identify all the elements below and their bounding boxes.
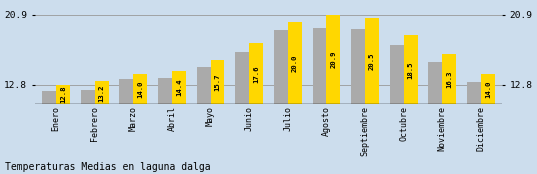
Bar [235,52,249,104]
Text: 20.9: 20.9 [330,51,336,68]
Bar [313,28,326,104]
Bar [442,54,456,104]
Bar [133,74,147,104]
Bar [351,29,365,104]
Bar [326,15,340,104]
Text: 14.0: 14.0 [137,81,143,98]
Text: 20.0: 20.0 [292,55,297,72]
Bar [390,45,404,104]
Bar [404,35,418,104]
Bar [81,90,95,104]
Bar [365,18,379,104]
Text: 16.3: 16.3 [446,71,452,88]
Text: 20.5: 20.5 [369,53,375,70]
Bar [481,74,495,104]
Bar [158,78,172,104]
Bar [56,85,70,104]
Bar [467,82,481,104]
Bar [429,62,442,104]
Text: 12.8: 12.8 [60,86,66,103]
Bar [288,22,302,104]
Text: 17.6: 17.6 [253,65,259,82]
Text: 15.7: 15.7 [215,73,221,91]
Text: 18.5: 18.5 [408,61,413,79]
Bar [119,79,133,104]
Bar [42,92,56,104]
Text: 13.2: 13.2 [99,84,105,101]
Text: Temperaturas Medias en laguna dalga: Temperaturas Medias en laguna dalga [5,162,211,172]
Text: 14.0: 14.0 [485,81,491,98]
Bar [211,60,224,104]
Bar [95,81,108,104]
Bar [172,71,186,104]
Text: 14.4: 14.4 [176,79,182,96]
Bar [197,67,211,104]
Bar [274,30,288,104]
Bar [249,43,263,104]
